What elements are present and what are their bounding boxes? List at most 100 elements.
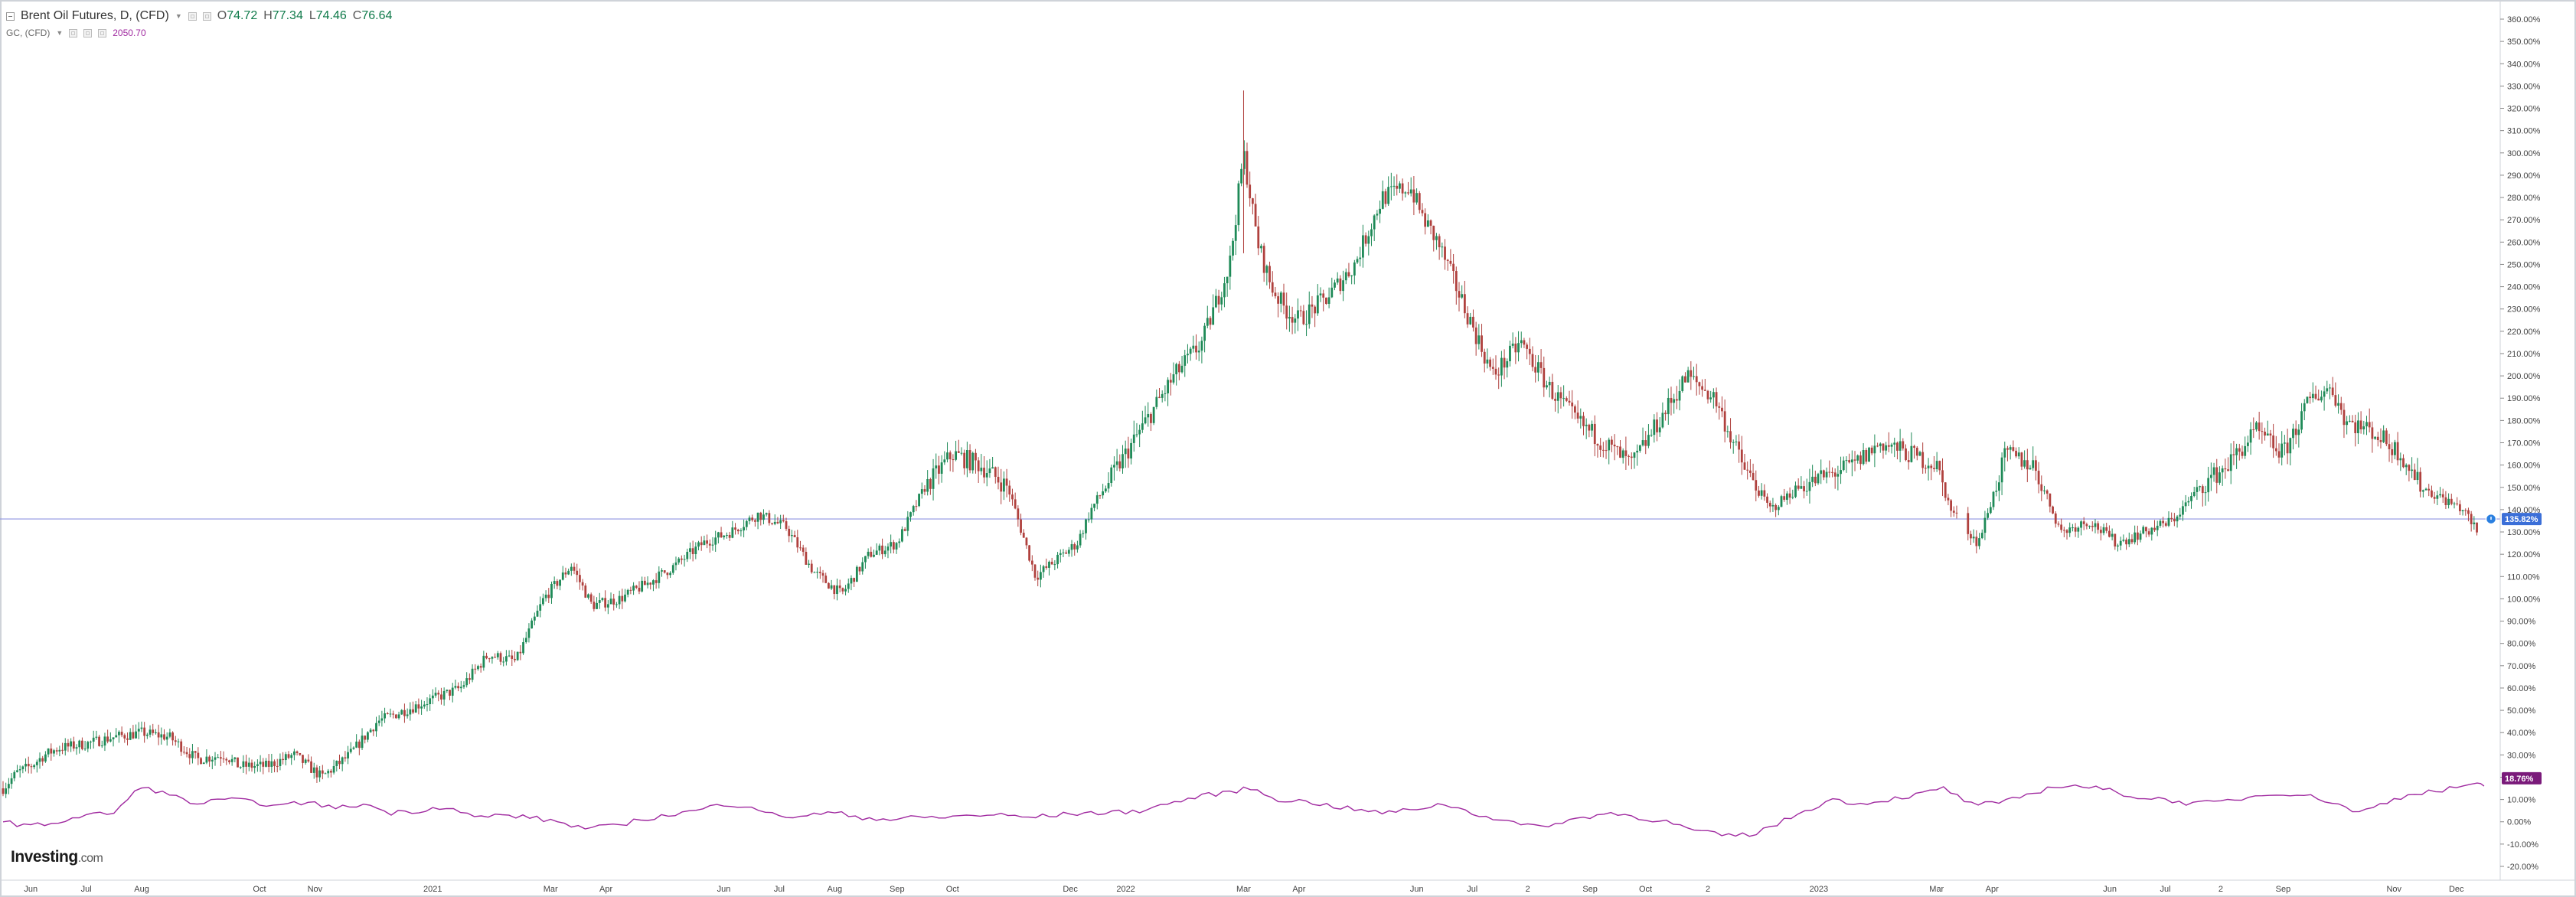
candle-down xyxy=(1675,399,1678,401)
hide-icon[interactable] xyxy=(98,28,107,38)
y-tick-label: 120.00% xyxy=(2507,550,2541,559)
candle-down xyxy=(321,770,324,774)
candle-down xyxy=(1950,500,1953,511)
chevron-down-icon[interactable]: ▼ xyxy=(175,12,182,20)
candle-down xyxy=(2170,517,2173,520)
x-tick-label: Oct xyxy=(1639,885,1652,894)
candle-down xyxy=(1322,293,1325,298)
candle-down xyxy=(143,727,146,736)
candle-down xyxy=(2020,452,2023,467)
candle-up xyxy=(1376,214,1379,216)
candle-up xyxy=(1240,168,1243,184)
y-tick-label: 10.00% xyxy=(2507,796,2536,805)
settings-icon[interactable] xyxy=(188,11,197,21)
x-tick-label: Apr xyxy=(1292,885,1305,894)
chevron-down-icon[interactable]: ▼ xyxy=(56,29,64,37)
candle-down xyxy=(61,749,64,751)
candle-down xyxy=(185,752,188,755)
candle-up xyxy=(1771,504,1774,507)
x-tick-label: Nov xyxy=(308,885,323,894)
collapse-icon[interactable] xyxy=(6,11,15,21)
candle-down xyxy=(881,545,883,555)
candle-down xyxy=(1463,294,1466,314)
candle-up xyxy=(2329,387,2331,389)
investing-logo: Investing.com xyxy=(11,848,103,866)
candle-down xyxy=(643,580,646,585)
candle-down xyxy=(2227,469,2229,471)
candle-up xyxy=(2405,465,2408,468)
close-icon[interactable] xyxy=(83,28,93,38)
candle-up xyxy=(1373,215,1376,230)
ohlc-close: C76.64 xyxy=(352,9,393,22)
candle-up xyxy=(2374,436,2376,439)
x-tick-label: Jul xyxy=(774,885,785,894)
candle-down xyxy=(1005,478,1008,486)
settings-icon[interactable] xyxy=(69,28,78,38)
candle-up xyxy=(247,762,250,767)
candle-down xyxy=(2162,520,2164,524)
candle-down xyxy=(1599,445,1602,450)
candle-down xyxy=(330,771,332,773)
candle-up xyxy=(855,566,858,582)
candle-down xyxy=(2286,442,2289,454)
candle-up xyxy=(714,537,717,545)
candle-up xyxy=(1059,553,1062,555)
candle-down xyxy=(841,588,844,592)
candle-up xyxy=(477,666,479,670)
candle-up xyxy=(2094,523,2097,527)
candle-up xyxy=(191,751,194,758)
candle-up xyxy=(646,582,649,585)
candle-up xyxy=(2421,490,2424,492)
candle-down xyxy=(1582,416,1585,426)
candle-up xyxy=(711,544,714,546)
candle-up xyxy=(2346,421,2349,426)
candle-up xyxy=(850,578,853,584)
candle-up xyxy=(847,583,850,589)
candle-down xyxy=(782,520,785,522)
y-tick-label: 70.00% xyxy=(2507,662,2536,671)
candle-down xyxy=(511,655,514,659)
close-icon[interactable] xyxy=(202,11,211,21)
candle-down xyxy=(364,736,367,740)
candle-down xyxy=(1941,470,1944,483)
candle-down xyxy=(27,763,30,767)
candle-down xyxy=(728,534,731,538)
candle-up xyxy=(1548,381,1551,386)
candle-up xyxy=(2003,448,2006,458)
candle-down xyxy=(282,758,285,761)
candle-up xyxy=(960,452,963,454)
main-series-title: Brent Oil Futures, D, (CFD) xyxy=(21,9,169,22)
candle-down xyxy=(1896,442,1899,451)
candle-down xyxy=(1902,441,1905,448)
candle-down xyxy=(2441,494,2444,497)
candle-down xyxy=(197,752,200,758)
candle-up xyxy=(2246,442,2249,446)
candle-up xyxy=(10,778,13,784)
candle-up xyxy=(1389,186,1392,188)
candle-down xyxy=(1797,485,1800,489)
candle-down xyxy=(1127,448,1130,459)
candle-up xyxy=(1344,272,1347,281)
candle-up xyxy=(292,751,295,755)
candle-up xyxy=(406,714,409,716)
candle-up xyxy=(16,770,18,772)
candle-down xyxy=(1268,266,1271,282)
candle-up xyxy=(140,727,143,729)
candle-up xyxy=(2244,445,2247,456)
candle-up xyxy=(1367,236,1370,244)
candle-up xyxy=(508,655,511,657)
candle-up xyxy=(906,517,909,531)
candle-down xyxy=(1698,382,1701,387)
candle-up xyxy=(2303,403,2306,412)
candle-up xyxy=(242,761,245,768)
candle-down xyxy=(440,694,442,700)
candle-down xyxy=(2314,393,2317,399)
candle-down xyxy=(734,527,736,530)
y-tick-label: 140.00% xyxy=(2507,506,2541,515)
candle-down xyxy=(1619,446,1621,458)
candle-up xyxy=(5,788,8,794)
candle-down xyxy=(1249,184,1252,199)
candle-down xyxy=(2074,527,2077,532)
candle-up xyxy=(1076,545,1079,550)
